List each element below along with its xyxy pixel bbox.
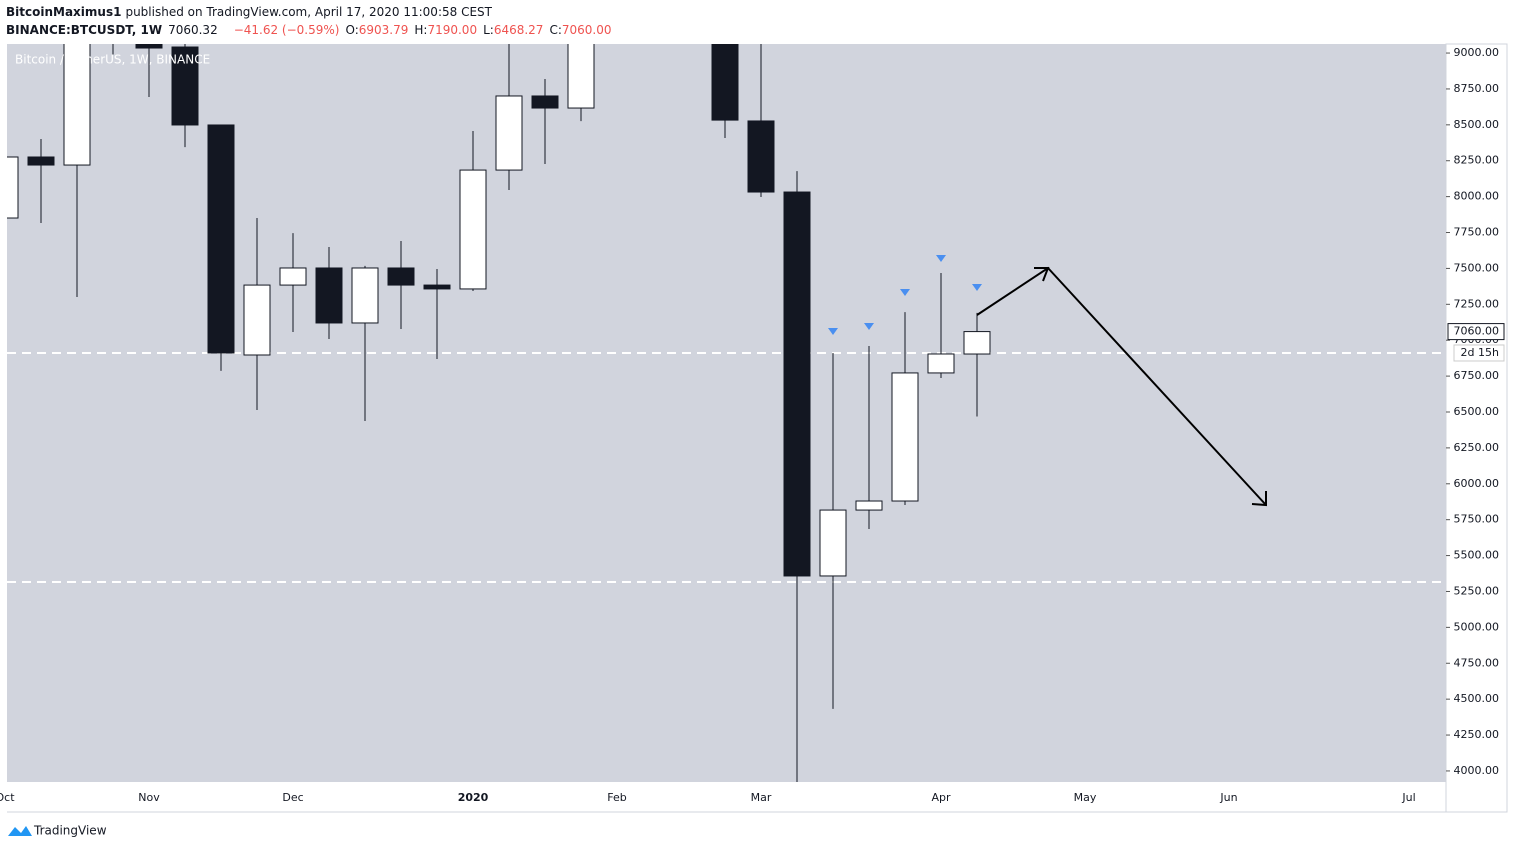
candle-up	[927, 353, 955, 374]
countdown: 2d 15h	[1461, 346, 1499, 359]
ohlc-label: L:	[483, 23, 494, 37]
candle-up	[7, 156, 19, 219]
price: 7060.32	[168, 23, 218, 37]
candle-down	[207, 124, 235, 354]
y-tick-label: 8250.00	[1454, 154, 1500, 167]
y-tick-label: 6000.00	[1454, 477, 1500, 490]
y-tick-label: 5000.00	[1454, 620, 1500, 633]
signal-marker	[900, 289, 910, 296]
candle-down	[711, 44, 739, 121]
x-tick-label: Jun	[1219, 791, 1237, 804]
x-tick-label: Jul	[1401, 791, 1415, 804]
y-tick-label: 4500.00	[1454, 692, 1500, 705]
x-tick-label: May	[1074, 791, 1097, 804]
ohlc-label: H:	[414, 23, 427, 37]
brand-logo	[8, 826, 32, 836]
plot-area	[7, 44, 1446, 782]
x-tick-label: Feb	[607, 791, 626, 804]
symbol-line: BINANCE:BTCUSDT, 1W 7060.32 −41.62 (−0.59%…	[6, 23, 611, 37]
header-line: BitcoinMaximus1 published on TradingView.…	[6, 5, 493, 19]
candle-down	[747, 120, 775, 193]
arrow-head	[1034, 267, 1050, 282]
y-tick-label: 6500.00	[1454, 405, 1500, 418]
y-tick-label: 7250.00	[1454, 297, 1500, 310]
last-price-label: 7060.00	[1454, 325, 1500, 338]
x-tick-label: Mar	[751, 791, 772, 804]
candle-up	[891, 372, 919, 502]
arrow-head	[1251, 491, 1267, 507]
signal-marker	[936, 255, 946, 262]
y-tick-label: 5750.00	[1454, 513, 1500, 526]
y-tick-label: 8000.00	[1454, 190, 1500, 203]
candle-down	[387, 267, 415, 286]
candle-up	[495, 95, 523, 171]
price-axis	[1445, 43, 1508, 813]
y-tick-label: 5500.00	[1454, 549, 1500, 562]
ohlc-value: 6468.27	[494, 23, 544, 37]
candle-up	[819, 509, 847, 577]
published: published on TradingView.com, April 17, …	[125, 5, 492, 19]
last-price-box	[1447, 323, 1505, 341]
ohlc-value: 6903.79	[359, 23, 409, 37]
candle-up	[351, 267, 379, 324]
candle-up	[963, 331, 991, 355]
candle-down	[27, 156, 55, 166]
author: BitcoinMaximus1	[6, 5, 121, 19]
y-tick-label: 6250.00	[1454, 441, 1500, 454]
signal-marker	[972, 284, 982, 291]
x-tick-label: Dec	[282, 791, 303, 804]
x-tick-label: Apr	[931, 791, 951, 804]
candle-down	[135, 44, 163, 49]
y-tick-label: 6750.00	[1454, 369, 1500, 382]
ohlc-value: 7060.00	[562, 23, 612, 37]
candle-up	[279, 267, 307, 286]
y-tick-label: 4250.00	[1454, 728, 1500, 741]
x-tick-label: 2020	[458, 791, 489, 804]
signal-marker	[864, 323, 874, 330]
change: −41.62 (−0.59%)	[234, 23, 340, 37]
candle-up	[243, 284, 271, 356]
candle-up	[459, 169, 487, 290]
y-tick-label: 7750.00	[1454, 226, 1500, 239]
y-tick-label: 9000.00	[1454, 46, 1500, 59]
ohlc-value: 7190.00	[427, 23, 477, 37]
plot	[7, 44, 1446, 782]
y-tick-label: 4000.00	[1454, 764, 1500, 777]
ohlc-label: O:	[345, 23, 358, 37]
countdown-box	[1453, 344, 1505, 362]
signal-marker	[828, 328, 838, 335]
y-tick-label: 8500.00	[1454, 118, 1500, 131]
candle-down	[423, 284, 451, 290]
symbol: BINANCE:BTCUSDT, 1W	[6, 23, 162, 37]
y-tick-label: 8750.00	[1454, 82, 1500, 95]
candle-up	[855, 500, 883, 511]
brand: TradingView	[33, 824, 107, 838]
x-tick-label: Oct	[0, 791, 15, 804]
candle-up	[63, 44, 91, 166]
candle-down	[531, 95, 559, 109]
candle-up	[567, 44, 595, 109]
y-tick-label: 7500.00	[1454, 261, 1500, 274]
chart-legend: Bitcoin / TetherUS, 1W, BINANCE	[15, 53, 210, 67]
y-tick-label: 5250.00	[1454, 584, 1500, 597]
overlays: Bitcoin / TetherUS, 1W, BINANCE TradingV…	[8, 53, 1267, 838]
candle-down	[171, 46, 199, 126]
x-tick-label: Nov	[138, 791, 160, 804]
candle-down	[315, 267, 343, 324]
y-tick-label: 4750.00	[1454, 656, 1500, 669]
candle-down	[783, 191, 811, 577]
ohlc-label: C:	[549, 23, 561, 37]
